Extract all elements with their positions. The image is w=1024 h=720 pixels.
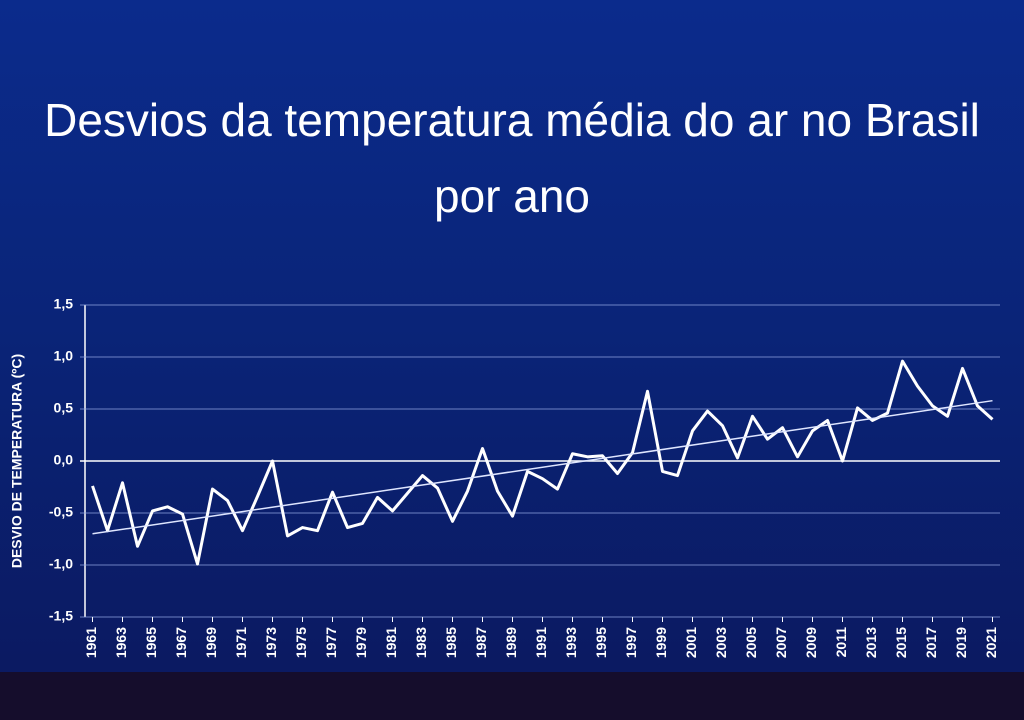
x-tick-label: 1967 bbox=[173, 627, 189, 658]
x-tick-label: 1973 bbox=[263, 627, 279, 658]
x-tick-label: 2019 bbox=[953, 627, 969, 658]
x-tick-label: 1971 bbox=[233, 627, 249, 658]
x-tick-label: 2001 bbox=[683, 627, 699, 658]
y-tick-label: 0,0 bbox=[54, 452, 74, 468]
x-tick-label: 2013 bbox=[863, 627, 879, 658]
x-tick-label: 1969 bbox=[203, 627, 219, 658]
x-tick-label: 1963 bbox=[113, 627, 129, 658]
x-tick-label: 1985 bbox=[443, 627, 459, 658]
x-tick-label: 1995 bbox=[593, 627, 609, 658]
y-tick-label: 1,0 bbox=[54, 348, 74, 364]
x-tick-label: 1987 bbox=[473, 627, 489, 658]
chart-title: Desvios da temperatura média do ar no Br… bbox=[44, 94, 980, 222]
x-tick-label: 2021 bbox=[983, 627, 999, 658]
x-tick-label: 2011 bbox=[833, 627, 849, 658]
x-tick-label: 2003 bbox=[713, 627, 729, 658]
x-tick-label: 1989 bbox=[503, 627, 519, 658]
x-tick-label: 1977 bbox=[323, 627, 339, 658]
x-tick-label: 2009 bbox=[803, 627, 819, 658]
x-tick-label: 2007 bbox=[773, 627, 789, 658]
y-tick-label: -0,5 bbox=[49, 504, 73, 520]
x-tick-label: 1983 bbox=[413, 627, 429, 658]
y-tick-label: -1,0 bbox=[49, 556, 73, 572]
x-tick-label: 1981 bbox=[383, 627, 399, 658]
y-tick-label: 0,5 bbox=[54, 400, 74, 416]
y-tick-label: -1,5 bbox=[49, 608, 73, 624]
x-tick-label: 1979 bbox=[353, 627, 369, 658]
x-tick-label: 1999 bbox=[653, 627, 669, 658]
x-tick-label: 1965 bbox=[143, 627, 159, 658]
x-tick-label: 1961 bbox=[83, 627, 99, 658]
bottom-strip bbox=[0, 672, 1024, 720]
x-tick-label: 2017 bbox=[923, 627, 939, 658]
x-tick-label: 2005 bbox=[743, 627, 759, 658]
x-tick-label: 1975 bbox=[293, 627, 309, 658]
y-tick-label: 1,5 bbox=[54, 296, 74, 312]
x-tick-label: 2015 bbox=[893, 627, 909, 658]
x-tick-label: 1991 bbox=[533, 627, 549, 658]
trend-line bbox=[92, 399, 993, 535]
x-tick-label: 1997 bbox=[623, 627, 639, 658]
y-axis-label: DESVIO DE TEMPERATURA (ºC) bbox=[9, 354, 25, 568]
x-tick-label: 1993 bbox=[563, 627, 579, 658]
data-line bbox=[91, 359, 994, 566]
